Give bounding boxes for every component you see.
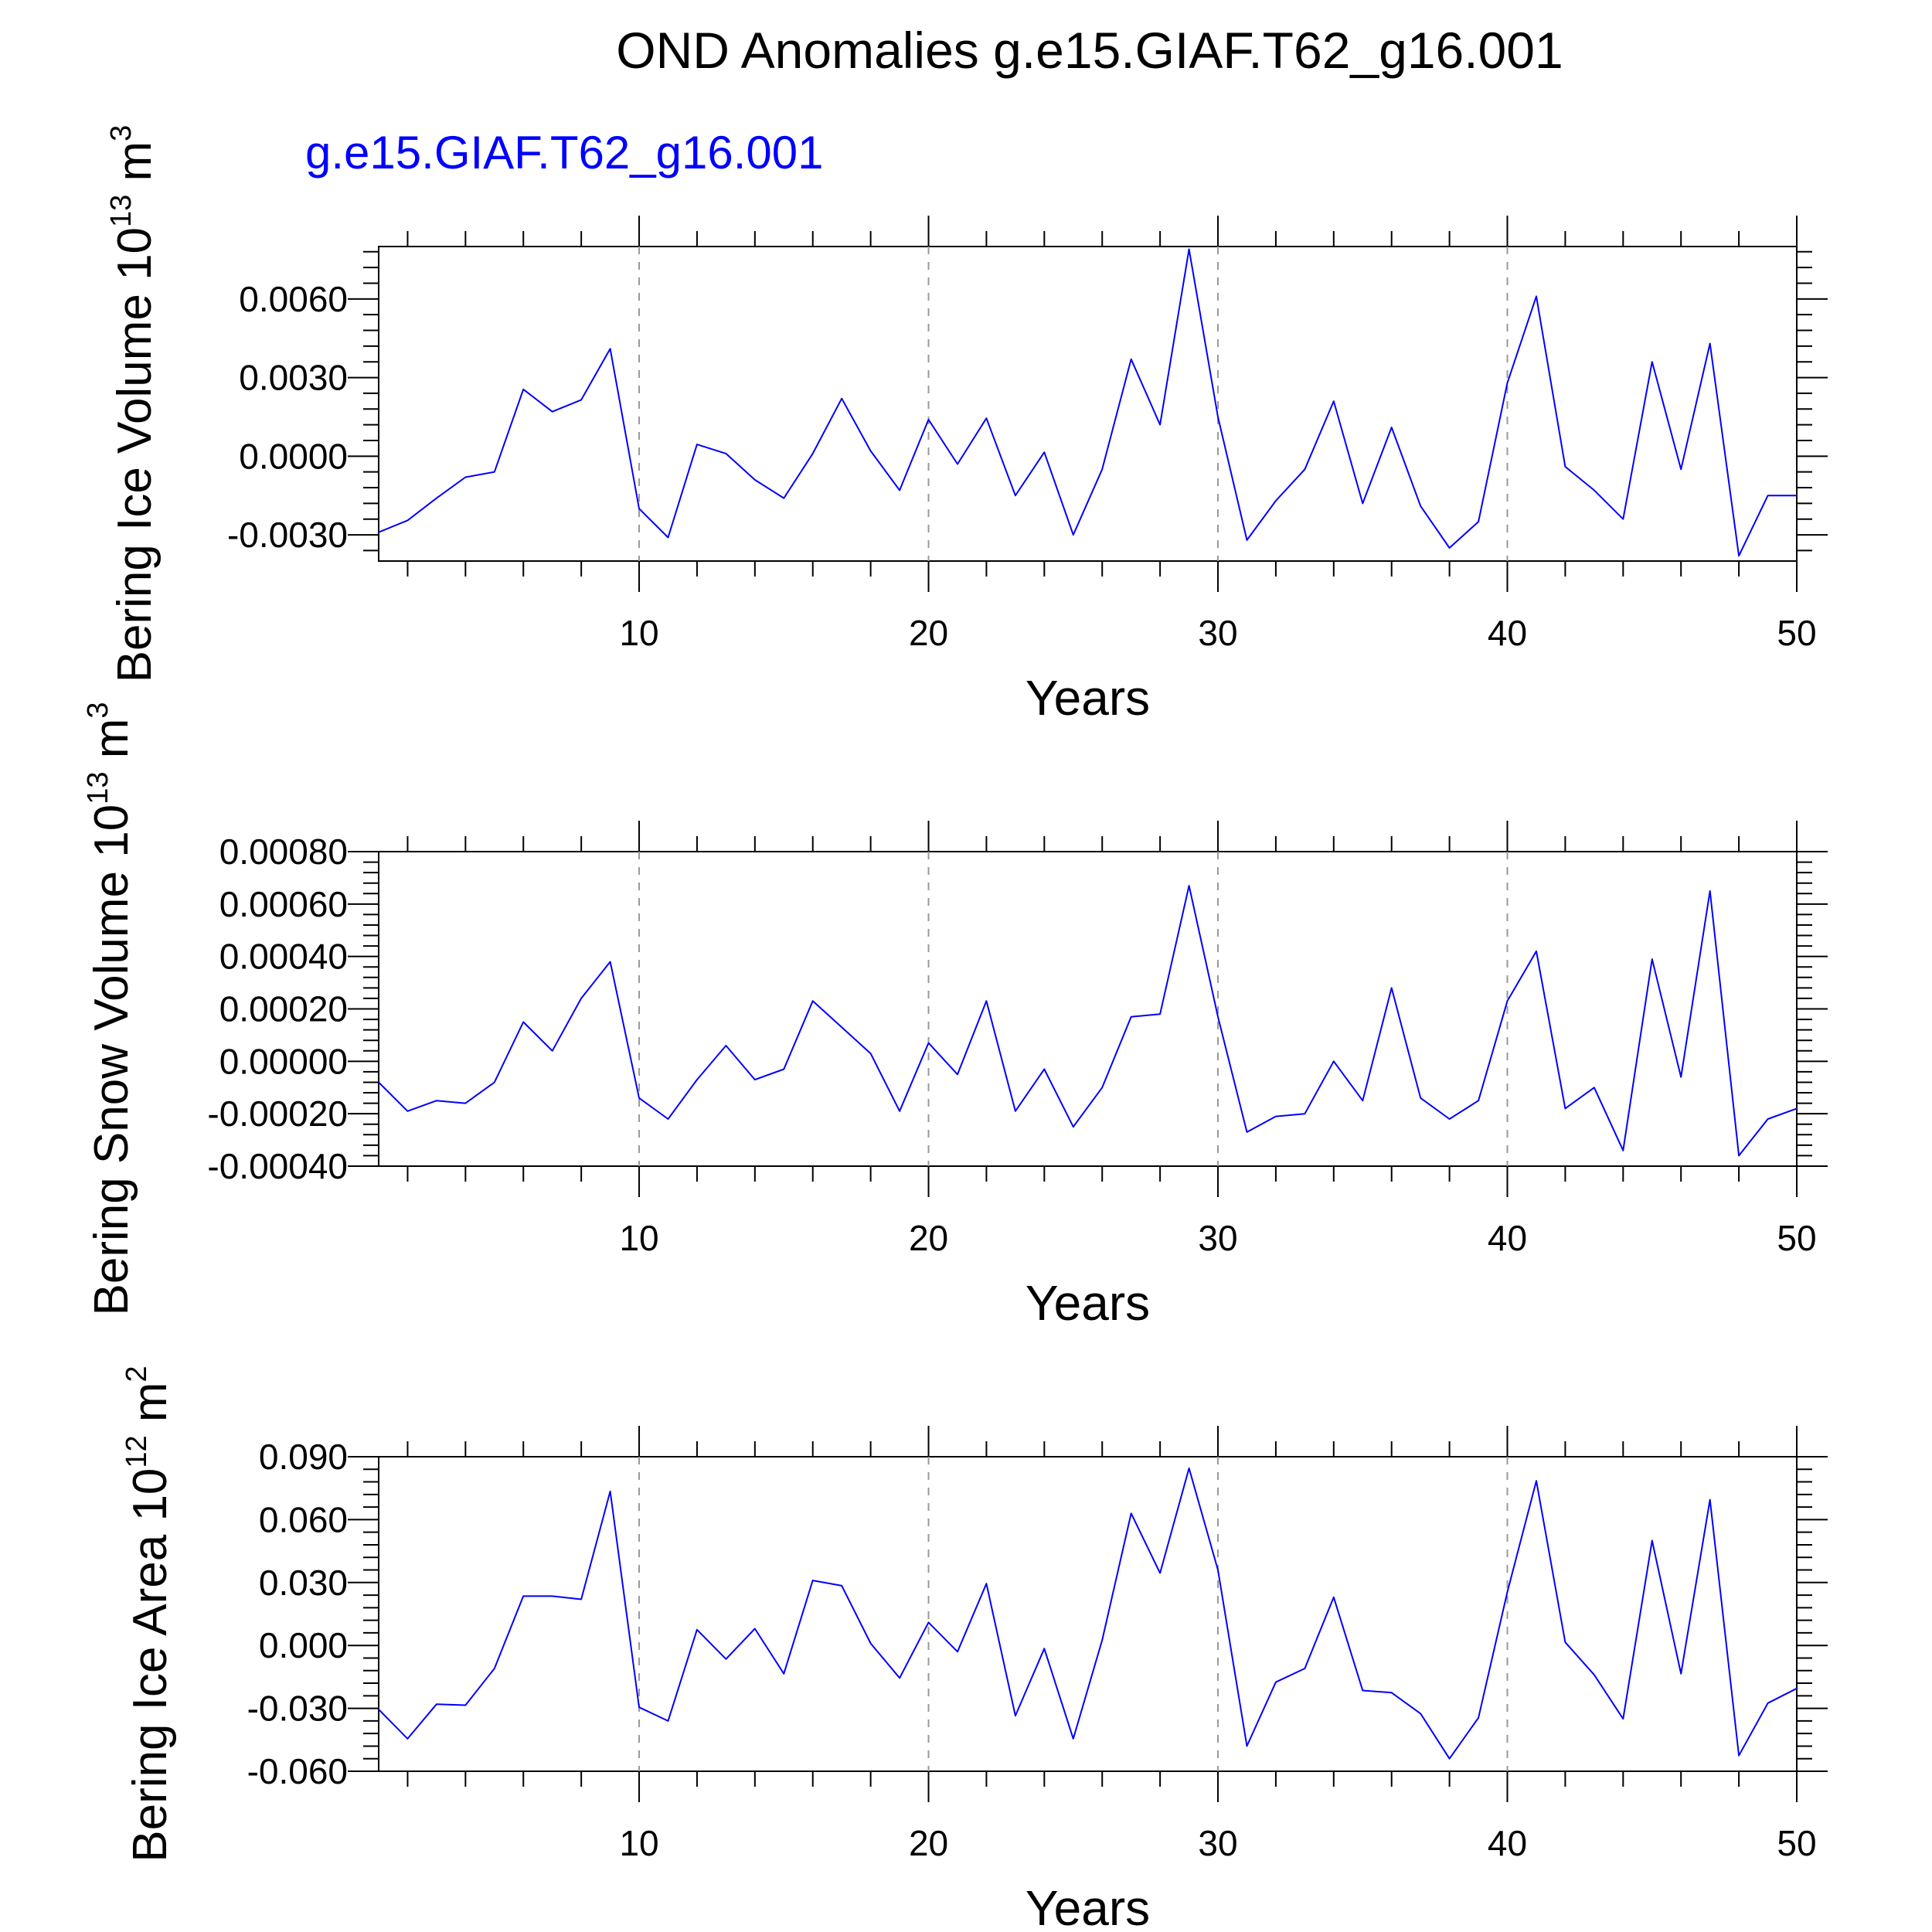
plot-frame xyxy=(378,851,1798,1167)
y-tick-label: 0.0030 xyxy=(239,358,348,398)
y-tick-label: -0.060 xyxy=(247,1751,348,1791)
x-tick-label: 30 xyxy=(1198,613,1237,653)
y-tick-label: 0.090 xyxy=(259,1437,348,1477)
x-tick-label: 20 xyxy=(909,613,948,653)
series-label: g.e15.GIAF.T62_g16.001 xyxy=(305,127,824,179)
y-tick-label: 0.000 xyxy=(259,1625,348,1665)
x-tick-label: 40 xyxy=(1488,1823,1527,1863)
chart-panel-1: 10 20 30 40 50 -0.0030 0.0000 0.0030 0.0060 Years… xyxy=(105,125,1828,726)
x-tick-label: 50 xyxy=(1777,1218,1816,1258)
x-axis-label: Years xyxy=(1026,1275,1150,1331)
y-tick-label: 0.00060 xyxy=(219,884,348,924)
y-tick-label: 0.00000 xyxy=(219,1041,348,1081)
x-axis-label: Years xyxy=(1026,1880,1150,1932)
y-tick-label: 0.0000 xyxy=(239,436,348,476)
series-line xyxy=(378,885,1798,1157)
y-tick-label: 0.00040 xyxy=(219,937,348,977)
x-tick-label: 50 xyxy=(1777,613,1816,653)
y-tick-label: 0.030 xyxy=(259,1563,348,1603)
y-axis-label: Bering Ice Volume 1013 m3 xyxy=(105,125,162,683)
x-tick-label: 20 xyxy=(909,1218,948,1258)
y-tick-label: -0.00020 xyxy=(207,1094,348,1134)
y-axis-label: Bering Snow Volume 1013 m3 xyxy=(82,702,138,1315)
y-axis-label: Bering Ice Area 1012 m2 xyxy=(121,1366,177,1862)
figure-title: OND Anomalies g.e15.GIAF.T62_g16.001 xyxy=(616,22,1563,79)
x-tick-label: 40 xyxy=(1488,1218,1527,1258)
x-tick-label: 30 xyxy=(1198,1218,1237,1258)
chart-panels: 10 20 30 40 50 -0.0030 0.0000 0.0030 0.0060 Years… xyxy=(82,125,1828,1932)
y-tick-label: -0.030 xyxy=(247,1689,348,1729)
x-tick-label: 20 xyxy=(909,1823,948,1863)
x-tick-label: 40 xyxy=(1488,613,1527,653)
y-tick-label: -0.0030 xyxy=(227,515,348,555)
x-tick-label: 30 xyxy=(1198,1823,1237,1863)
x-tick-label: 10 xyxy=(619,613,658,653)
x-tick-label: 10 xyxy=(619,1823,658,1863)
y-tick-label: 0.0060 xyxy=(239,279,348,319)
y-tick-label: 0.00080 xyxy=(219,832,348,872)
x-tick-label: 10 xyxy=(619,1218,658,1258)
plot-frame xyxy=(378,246,1798,562)
x-axis-label: Years xyxy=(1026,670,1150,726)
series-line xyxy=(378,1467,1798,1760)
chart-panel-2: 10 20 30 40 50 -0.00040 -0.00020 0.00000 0.00020… xyxy=(82,702,1828,1331)
plot-frame xyxy=(378,1456,1798,1772)
x-tick-label: 50 xyxy=(1777,1823,1816,1863)
y-tick-label: -0.00040 xyxy=(207,1146,348,1186)
y-tick-label: 0.00020 xyxy=(219,989,348,1029)
series-line xyxy=(378,248,1797,557)
y-tick-label: 0.060 xyxy=(259,1499,348,1539)
chart-panel-3: 10 20 30 40 50 -0.060 -0.030 0.000 0.030 0.060 0.0… xyxy=(121,1366,1828,1932)
